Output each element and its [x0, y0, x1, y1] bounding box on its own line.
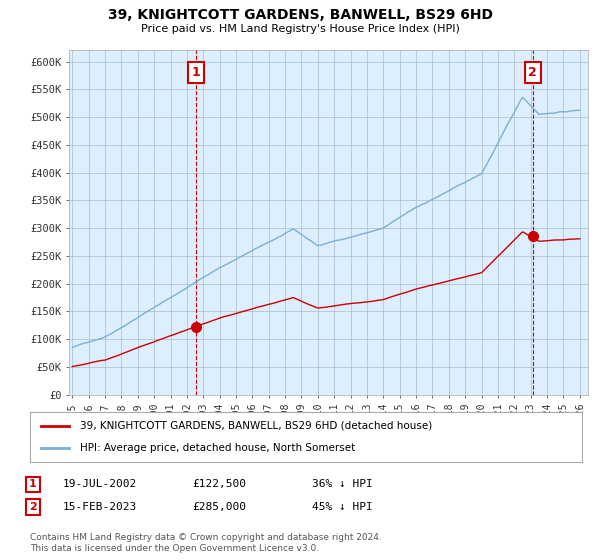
- Text: 2: 2: [29, 502, 37, 512]
- Text: 2: 2: [528, 66, 537, 79]
- Text: £122,500: £122,500: [192, 479, 246, 489]
- Text: 19-JUL-2002: 19-JUL-2002: [63, 479, 137, 489]
- Text: 15-FEB-2023: 15-FEB-2023: [63, 502, 137, 512]
- Text: 39, KNIGHTCOTT GARDENS, BANWELL, BS29 6HD (detached house): 39, KNIGHTCOTT GARDENS, BANWELL, BS29 6H…: [80, 421, 432, 431]
- Text: 1: 1: [29, 479, 37, 489]
- Text: Price paid vs. HM Land Registry's House Price Index (HPI): Price paid vs. HM Land Registry's House …: [140, 24, 460, 34]
- Text: 36% ↓ HPI: 36% ↓ HPI: [312, 479, 373, 489]
- Text: £285,000: £285,000: [192, 502, 246, 512]
- Text: 45% ↓ HPI: 45% ↓ HPI: [312, 502, 373, 512]
- Text: 1: 1: [191, 66, 200, 79]
- Text: 39, KNIGHTCOTT GARDENS, BANWELL, BS29 6HD: 39, KNIGHTCOTT GARDENS, BANWELL, BS29 6H…: [107, 8, 493, 22]
- Text: Contains HM Land Registry data © Crown copyright and database right 2024.
This d: Contains HM Land Registry data © Crown c…: [30, 533, 382, 553]
- Text: HPI: Average price, detached house, North Somerset: HPI: Average price, detached house, Nort…: [80, 443, 355, 453]
